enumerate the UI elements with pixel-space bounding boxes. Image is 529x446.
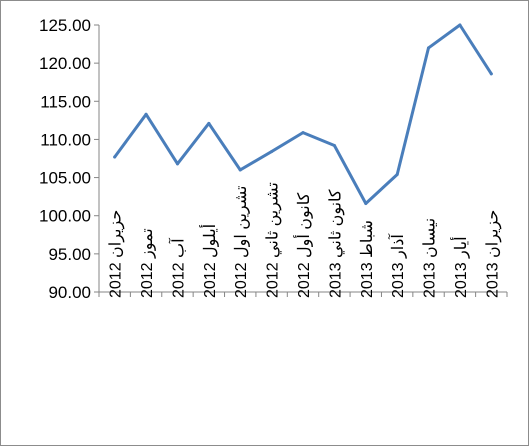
x-tick-label: كانون أول 2012	[293, 192, 313, 298]
x-axis-ticks: حزيران 2012 تموز 2012 آب 2012 أيلول 2012 تشر…	[108, 182, 502, 298]
data-point	[427, 46, 431, 50]
data-point	[270, 150, 274, 154]
axes	[94, 24, 508, 297]
y-tick-label: 105.00	[39, 169, 91, 188]
data-point	[364, 202, 368, 206]
x-tick-label: أيار 2013	[450, 236, 470, 298]
series-line	[113, 23, 493, 205]
x-tick-label: شباط 2013	[359, 220, 376, 298]
y-tick-label: 115.00	[40, 92, 91, 111]
data-point	[207, 121, 211, 125]
x-tick-label: حزيران 2012	[108, 210, 125, 298]
data-point	[113, 155, 117, 159]
y-tick-label: 95.00	[48, 245, 91, 264]
x-tick-label: نيسان 2013	[422, 218, 439, 298]
x-tick-label: أيلول 2012	[199, 224, 219, 298]
x-tick-label: آذار 2013	[387, 233, 407, 298]
x-tick-label: حزيران 2013	[484, 210, 501, 298]
data-point	[458, 23, 462, 27]
y-tick-label: 110.00	[40, 130, 91, 149]
x-tick-label: كانون ثاني 2013	[327, 189, 344, 298]
x-tick-label: تموز 2012	[139, 228, 156, 298]
x-tick-label: آب 2012	[167, 237, 187, 298]
x-tick-label: تشرين ثاني 2012	[265, 182, 282, 298]
data-point	[395, 173, 399, 177]
y-axis-ticks: 90.00 95.00 100.00 105.00 110.00 115.00 120.00…	[39, 16, 91, 302]
data-point	[332, 144, 336, 148]
y-tick-label: 90.00	[48, 283, 91, 302]
y-tick-label: 125.00	[39, 16, 91, 35]
y-tick-label: 120.00	[39, 54, 91, 73]
data-point	[175, 162, 179, 166]
data-point	[238, 168, 242, 172]
data-point	[144, 112, 148, 116]
data-point	[489, 72, 493, 76]
series-group	[113, 23, 493, 206]
y-tick-label: 100.00	[39, 207, 91, 226]
x-tick-label: تشرين اول 2012	[233, 186, 250, 298]
data-point	[301, 131, 305, 135]
